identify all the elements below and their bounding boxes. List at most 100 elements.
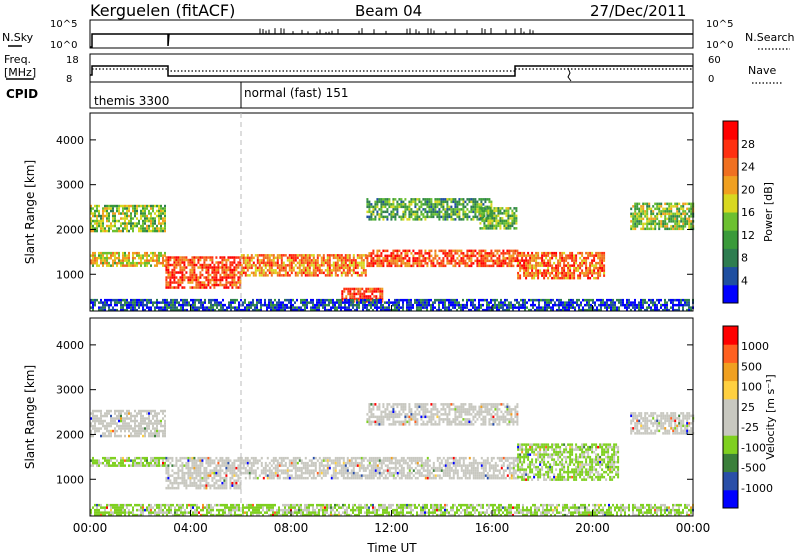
range-gate-cell <box>342 269 345 272</box>
range-gate-cell <box>680 205 683 208</box>
range-gate-cell <box>118 409 120 413</box>
range-gate-cell <box>563 259 566 262</box>
range-gate-cell <box>112 464 114 467</box>
range-gate-cell <box>418 215 421 219</box>
range-gate-cell <box>516 249 519 253</box>
range-gate-cell <box>522 303 524 307</box>
range-gate-cell <box>126 409 128 413</box>
range-gate-cell <box>134 306 136 309</box>
range-gate-cell <box>262 254 265 257</box>
range-gate-cell <box>587 276 590 280</box>
range-gate-cell <box>480 249 483 253</box>
range-gate-cell <box>250 256 253 260</box>
range-gate-cell <box>98 256 100 260</box>
range-gate-cell <box>300 259 303 262</box>
range-gate-cell <box>130 459 132 462</box>
range-gate-cell <box>158 419 160 423</box>
range-gate-cell <box>503 222 506 225</box>
range-gate-cell <box>92 256 94 260</box>
range-gate-cell <box>464 254 467 258</box>
range-gate-cell <box>652 303 654 307</box>
range-gate-cell <box>92 251 94 255</box>
range-gate-cell <box>142 303 144 307</box>
range-gate-cell <box>150 204 152 208</box>
range-gate-cell <box>227 286 230 289</box>
range-gate-cell <box>114 229 116 233</box>
range-gate-cell <box>102 219 104 223</box>
range-gate-cell <box>246 254 249 257</box>
range-gate-cell <box>408 203 411 206</box>
range-gate-cell <box>92 259 94 262</box>
range-gate-cell <box>426 205 429 209</box>
range-gate-cell <box>646 225 649 228</box>
range-gate-cell <box>664 202 667 206</box>
range-gate-cell <box>118 427 120 430</box>
range-gate-cell <box>508 262 511 265</box>
range-gate-cell <box>596 308 598 312</box>
range-gate-cell <box>214 301 216 304</box>
range-gate-cell <box>375 287 378 291</box>
range-gate-cell <box>460 198 463 201</box>
range-gate-cell <box>328 271 331 275</box>
range-gate-cell <box>664 220 667 223</box>
range-gate-cell <box>122 419 124 423</box>
range-gate-cell <box>430 205 433 209</box>
range-gate-cell <box>490 203 493 206</box>
range-gate-cell <box>148 417 150 420</box>
range-gate-cell <box>372 308 374 312</box>
range-gate-cell <box>100 254 102 257</box>
range-gate-cell <box>344 308 346 312</box>
range-gate-cell <box>489 214 492 218</box>
range-gate-cell <box>124 308 126 312</box>
range-gate-cell <box>486 252 489 255</box>
range-gate-cell <box>470 200 473 204</box>
range-gate-cell <box>537 276 540 280</box>
range-gate-cell <box>192 306 194 309</box>
range-gate-cell <box>144 459 146 462</box>
range-gate-cell <box>144 227 146 230</box>
range-gate-cell <box>92 461 94 465</box>
range-gate-cell <box>525 269 528 272</box>
range-gate-cell <box>636 225 639 228</box>
range-gate-cell <box>418 254 421 258</box>
range-gate-cell <box>444 264 447 268</box>
range-gate-cell <box>652 227 655 231</box>
range-gate-cell <box>217 261 220 264</box>
range-gate-cell <box>583 256 586 260</box>
range-gate-cell <box>476 208 479 211</box>
range-gate-cell <box>244 261 247 265</box>
range-gate-cell <box>674 222 677 226</box>
range-gate-cell <box>476 210 479 214</box>
range-gate-cell <box>535 269 538 272</box>
range-gate-cell <box>404 213 407 216</box>
range-gate-cell <box>114 464 116 467</box>
range-gate-cell <box>216 301 218 304</box>
range-gate-cell <box>531 256 534 260</box>
range-gate-cell <box>201 459 204 462</box>
range-gate-cell <box>286 264 289 267</box>
range-gate-cell <box>549 259 552 262</box>
range-gate-cell <box>674 225 677 228</box>
range-gate-cell <box>167 484 170 487</box>
range-gate-cell <box>509 214 512 218</box>
range-gate-cell <box>260 266 263 270</box>
range-gate-cell <box>266 264 269 267</box>
range-gate-cell <box>122 217 124 220</box>
range-gate-cell <box>266 256 269 260</box>
range-gate-cell <box>503 224 506 228</box>
range-gate-cell <box>428 254 431 258</box>
range-gate-cell <box>557 261 560 265</box>
range-gate-cell <box>134 209 136 213</box>
range-gate-cell <box>424 249 427 253</box>
range-gate-cell <box>90 212 92 215</box>
range-gate-cell <box>652 301 654 304</box>
range-gate-cell <box>505 227 508 230</box>
range-gate-cell <box>130 412 132 415</box>
range-gate-cell <box>352 259 355 262</box>
range-gate-cell <box>146 456 148 460</box>
range-gate-cell <box>586 301 588 304</box>
range-gate-cell <box>195 273 198 277</box>
range-gate-cell <box>229 273 232 277</box>
range-gate-cell <box>664 298 666 302</box>
range-gate-cell <box>223 471 226 475</box>
